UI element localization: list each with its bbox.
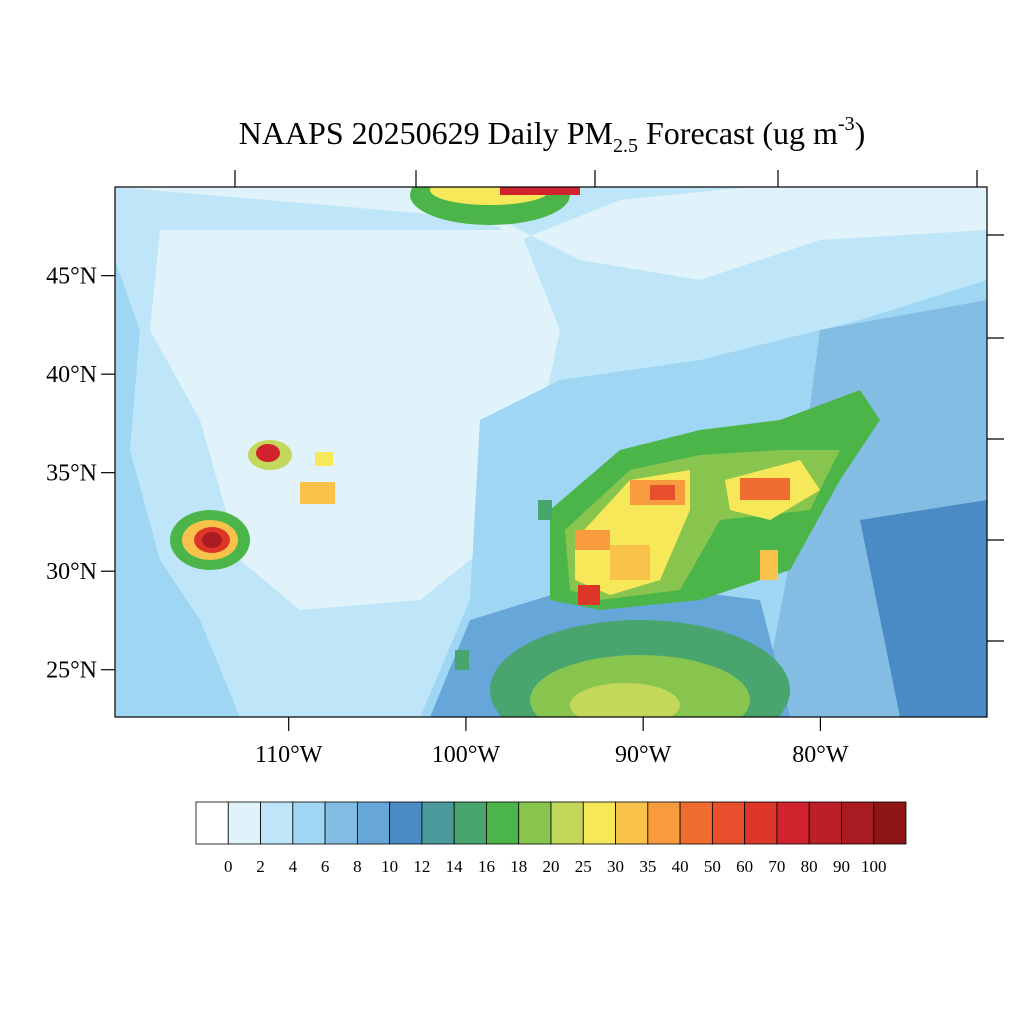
colorbar-box	[260, 801, 294, 845]
title-superscript: -3	[838, 113, 855, 135]
colorbar-box	[324, 801, 358, 845]
colorbar-box	[550, 801, 584, 845]
colorbar-box	[873, 801, 907, 845]
colorbar-box	[808, 801, 842, 845]
title-main: NAAPS 20250629 Daily PM	[239, 115, 613, 151]
colorbar-label: 25	[575, 857, 592, 876]
colorbar-label: 35	[639, 857, 656, 876]
colorbar-box	[615, 801, 649, 845]
colorbar-label: 16	[478, 857, 495, 876]
colorbar-box	[582, 801, 616, 845]
y-tick-label: 40°N	[46, 362, 97, 388]
colorbar-box	[647, 801, 681, 845]
y-tick-label: 30°N	[46, 559, 97, 585]
colorbar-box	[356, 801, 391, 845]
colorbar-box	[227, 801, 261, 845]
colorbar-label: 100	[861, 857, 887, 876]
colorbar-box	[453, 801, 487, 845]
colorbar-label: 6	[321, 857, 330, 876]
colorbar-label: 20	[543, 857, 560, 876]
title-middle: Forecast (ug m	[638, 115, 838, 151]
colorbar-label: 80	[801, 857, 818, 876]
y-tick-label: 45°N	[46, 264, 97, 290]
colorbar-label: 60	[736, 857, 753, 876]
colorbar-label: 30	[607, 857, 624, 876]
colorbar-label: 90	[833, 857, 850, 876]
x-tick-label: 100°W	[432, 742, 501, 768]
colorbar-box	[195, 801, 229, 845]
pm25-field	[115, 187, 987, 717]
title-end: )	[855, 115, 866, 151]
colorbar-box	[841, 801, 875, 845]
colorbar-box	[292, 801, 326, 845]
frame-ticks	[234, 170, 1004, 642]
colorbar-box	[518, 801, 552, 845]
y-tick-label: 25°N	[46, 658, 97, 684]
colorbar-label: 0	[224, 857, 233, 876]
colorbar-box	[744, 801, 778, 845]
colorbar-label: 70	[768, 857, 785, 876]
colorbar-box	[421, 801, 455, 845]
y-tick-label: 35°N	[46, 461, 97, 487]
title: NAAPS 20250629 Daily PM2.5 Forecast (ug …	[239, 113, 866, 157]
x-tick-label: 110°W	[255, 742, 323, 768]
colorbar-box	[389, 801, 423, 845]
colorbar-label: 8	[353, 857, 362, 876]
colorbar-box	[679, 801, 713, 845]
title-subscript: 2.5	[613, 135, 638, 157]
colorbar-label: 10	[381, 857, 398, 876]
colorbar-label: 2	[256, 857, 265, 876]
colorbar-label: 18	[510, 857, 527, 876]
colorbar-box	[486, 801, 520, 845]
x-tick-label: 80°W	[792, 742, 849, 768]
colorbar-label: 40	[672, 857, 689, 876]
colorbar-box	[711, 801, 746, 845]
map-frame	[114, 186, 988, 718]
colorbar-label: 50	[704, 857, 721, 876]
colorbar-box	[776, 801, 810, 845]
colorbar-label: 4	[289, 857, 298, 876]
colorbar-label: 12	[413, 857, 430, 876]
colorbar-label: 14	[446, 857, 464, 876]
x-tick-label: 90°W	[615, 742, 672, 768]
